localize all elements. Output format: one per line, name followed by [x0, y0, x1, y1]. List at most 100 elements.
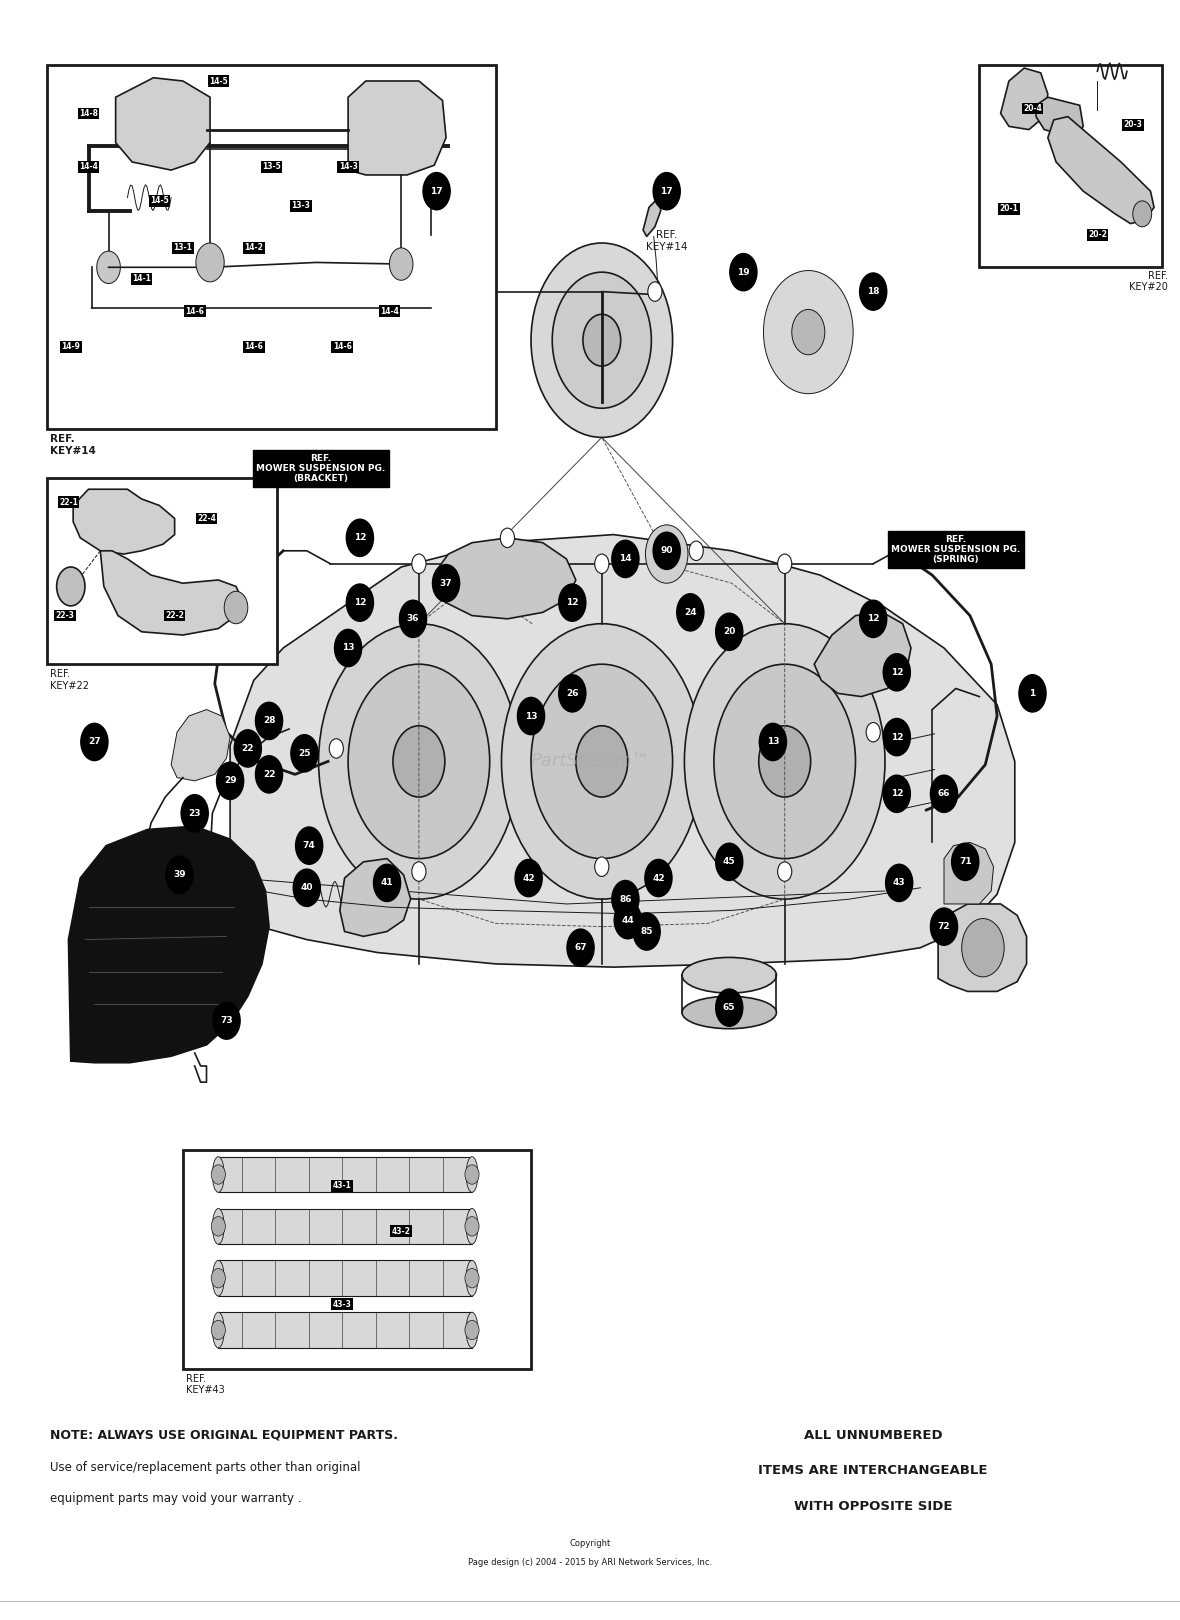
Polygon shape: [348, 81, 446, 175]
Text: 22: 22: [242, 744, 254, 753]
Text: 12: 12: [891, 667, 903, 677]
Text: PartStream™: PartStream™: [530, 752, 650, 771]
FancyBboxPatch shape: [218, 1209, 472, 1244]
Text: 19: 19: [738, 267, 749, 277]
Ellipse shape: [466, 1260, 478, 1296]
Text: 14-2: 14-2: [244, 243, 263, 253]
Circle shape: [552, 272, 651, 408]
Ellipse shape: [682, 957, 776, 993]
PathPatch shape: [230, 535, 1015, 967]
Circle shape: [759, 726, 811, 797]
Circle shape: [760, 723, 786, 760]
Text: 17: 17: [431, 186, 442, 196]
Circle shape: [348, 664, 490, 859]
Ellipse shape: [212, 1209, 224, 1244]
Text: 23: 23: [189, 808, 201, 818]
Circle shape: [729, 253, 758, 292]
Circle shape: [57, 567, 85, 606]
Circle shape: [883, 776, 911, 813]
Text: 45: 45: [723, 857, 735, 867]
Text: 22-1: 22-1: [59, 497, 78, 507]
Text: 22: 22: [263, 770, 275, 779]
Circle shape: [256, 703, 283, 739]
Circle shape: [393, 726, 445, 797]
Text: 39: 39: [173, 870, 185, 880]
Text: REF.
MOWER SUSPENSION PG.
(SPRING): REF. MOWER SUSPENSION PG. (SPRING): [891, 535, 1021, 564]
Circle shape: [611, 539, 640, 578]
Circle shape: [558, 676, 585, 713]
Circle shape: [465, 1268, 479, 1288]
Circle shape: [583, 314, 621, 366]
Text: 40: 40: [301, 883, 313, 893]
Text: 67: 67: [575, 943, 586, 953]
Polygon shape: [1001, 68, 1048, 130]
Text: REF.
KEY#22: REF. KEY#22: [50, 669, 88, 690]
Text: 90: 90: [661, 546, 673, 556]
Circle shape: [211, 1320, 225, 1340]
Circle shape: [346, 518, 373, 557]
Circle shape: [531, 664, 673, 859]
Text: 13: 13: [525, 711, 537, 721]
Circle shape: [373, 865, 401, 901]
Polygon shape: [437, 538, 576, 619]
Circle shape: [930, 907, 958, 946]
FancyBboxPatch shape: [218, 1312, 472, 1348]
Text: 42: 42: [653, 873, 664, 883]
Circle shape: [432, 564, 460, 603]
Text: 12: 12: [867, 614, 879, 624]
Circle shape: [763, 271, 853, 394]
Text: equipment parts may void your warranty .: equipment parts may void your warranty .: [50, 1492, 301, 1505]
Circle shape: [346, 585, 373, 620]
Text: 28: 28: [263, 716, 275, 726]
Circle shape: [531, 243, 673, 437]
Text: 14-5: 14-5: [291, 201, 310, 211]
Text: 13-1: 13-1: [173, 243, 192, 253]
Polygon shape: [643, 198, 661, 237]
Circle shape: [676, 595, 703, 632]
FancyBboxPatch shape: [47, 65, 496, 429]
Text: WITH OPPOSITE SIDE: WITH OPPOSITE SIDE: [794, 1500, 952, 1513]
Circle shape: [576, 726, 628, 797]
Circle shape: [558, 585, 585, 620]
Text: 24: 24: [684, 608, 696, 617]
Circle shape: [465, 1320, 479, 1340]
Circle shape: [234, 729, 262, 766]
Circle shape: [502, 624, 702, 899]
Circle shape: [689, 541, 703, 561]
Circle shape: [1133, 201, 1152, 227]
Polygon shape: [116, 78, 210, 170]
Circle shape: [335, 630, 361, 667]
Polygon shape: [1036, 97, 1083, 138]
Text: REF.
MOWER SUSPENSION PG.
(BRACKET): REF. MOWER SUSPENSION PG. (BRACKET): [256, 454, 386, 483]
Text: 13: 13: [767, 737, 779, 747]
Text: 20: 20: [723, 627, 735, 637]
Circle shape: [212, 1001, 241, 1040]
Circle shape: [648, 282, 662, 301]
Text: 14-6: 14-6: [185, 306, 204, 316]
Circle shape: [517, 697, 545, 735]
Circle shape: [97, 251, 120, 284]
Ellipse shape: [212, 1260, 224, 1296]
Text: 41: 41: [381, 878, 393, 888]
Text: 1: 1: [1029, 688, 1036, 698]
Text: 42: 42: [523, 873, 535, 883]
Polygon shape: [944, 842, 994, 904]
Polygon shape: [171, 710, 230, 781]
Circle shape: [684, 624, 885, 899]
Circle shape: [792, 309, 825, 355]
Circle shape: [399, 601, 427, 638]
Circle shape: [217, 761, 243, 799]
Polygon shape: [814, 612, 911, 697]
Text: REF.
KEY#20: REF. KEY#20: [1129, 271, 1168, 292]
Circle shape: [412, 554, 426, 573]
Text: 66: 66: [938, 789, 950, 799]
Polygon shape: [1048, 117, 1154, 224]
Circle shape: [653, 173, 680, 211]
Text: 14-4: 14-4: [380, 306, 399, 316]
Circle shape: [595, 554, 609, 573]
Circle shape: [80, 723, 109, 760]
Circle shape: [951, 842, 978, 881]
Text: 14: 14: [620, 554, 631, 564]
Ellipse shape: [212, 1157, 224, 1192]
Text: 44: 44: [622, 915, 634, 925]
